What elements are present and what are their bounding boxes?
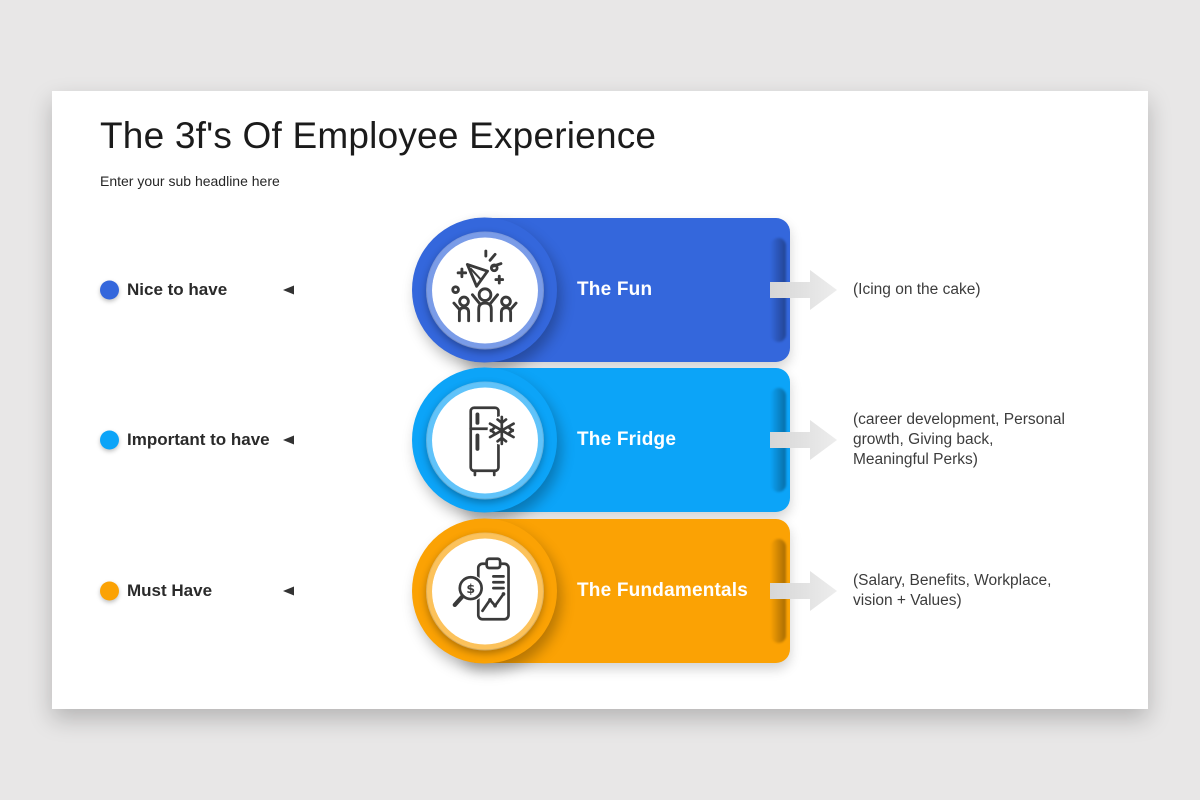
side-label: Must Have <box>127 581 213 600</box>
icon-circle: $ <box>412 518 557 664</box>
right-block-arrow-icon <box>770 571 837 611</box>
audit-clipboard-icon: $ <box>452 556 510 621</box>
page-subtitle: Enter your sub headline here <box>100 173 280 189</box>
pill-title: The Fundamentals <box>577 580 749 601</box>
right-block-arrow-icon <box>770 270 837 310</box>
celebration-icon <box>450 249 518 322</box>
pill-title: The Fun <box>577 279 653 300</box>
pill-title: The Fridge <box>577 429 677 450</box>
bullet-dot <box>100 280 119 300</box>
right-block-arrow-icon <box>770 420 837 460</box>
icon-circle <box>412 217 557 363</box>
page-title: The 3f's Of Employee Experience <box>100 115 657 156</box>
svg-text:$: $ <box>466 580 475 595</box>
dashed-left-arrow-icon <box>283 435 411 445</box>
row-the-fundamentals: Must Have The Fundamentals <box>52 516 1148 666</box>
row-description: (career development, Personal growth, Gi… <box>853 411 1065 468</box>
row-description: (Salary, Benefits, Workplace, vision + V… <box>853 572 1052 609</box>
dashed-left-arrow-icon <box>283 285 411 295</box>
row-description: (Icing on the cake) <box>853 281 981 298</box>
icon-circle <box>412 367 557 513</box>
row-the-fun: Nice to have The Fun <box>52 215 1148 365</box>
bullet-dot <box>100 581 119 601</box>
fridge-icon <box>468 405 516 476</box>
row-the-fridge: Important to have The Fridge <box>52 365 1148 515</box>
side-label: Important to have <box>127 430 270 449</box>
side-label: Nice to have <box>127 280 228 299</box>
bullet-dot <box>100 430 119 450</box>
slide: The 3f's Of Employee Experience Enter yo… <box>52 91 1148 709</box>
dashed-left-arrow-icon <box>283 586 411 596</box>
